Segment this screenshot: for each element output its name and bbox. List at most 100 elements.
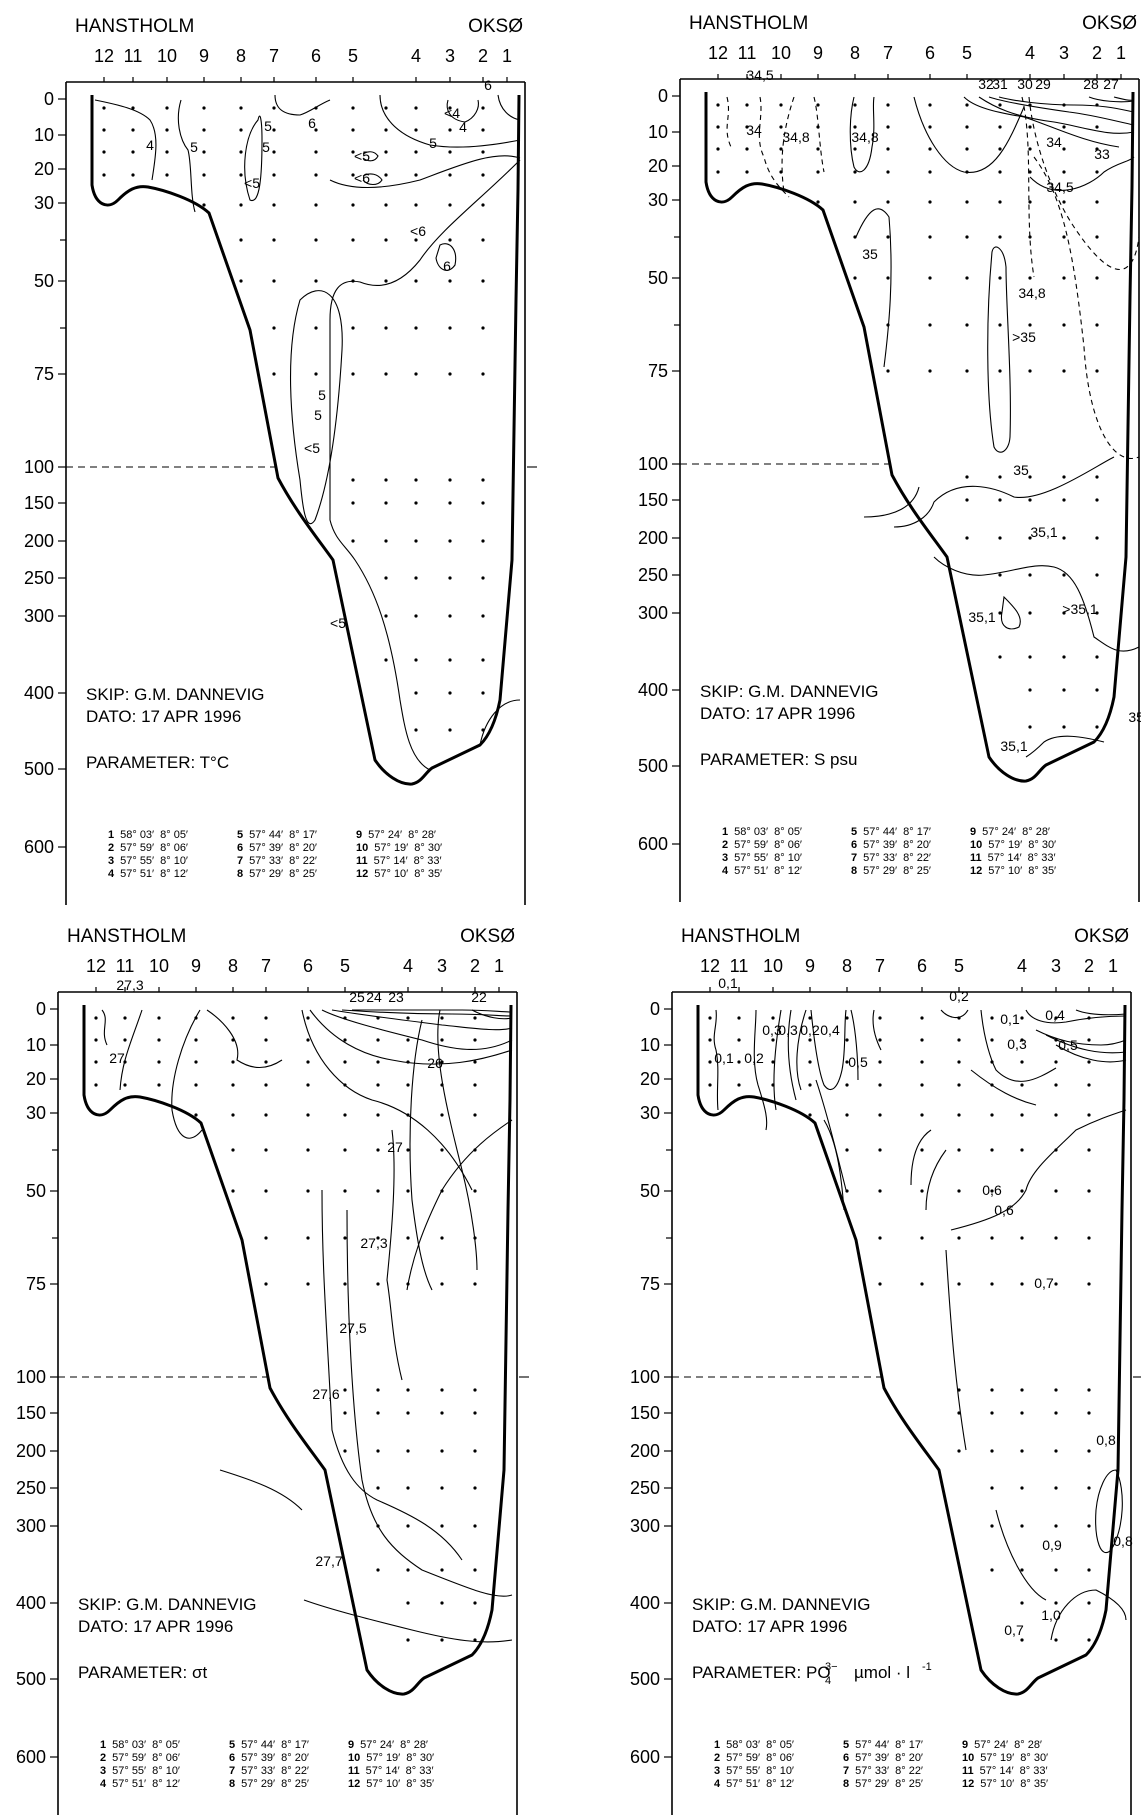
station-label: 5 — [962, 43, 972, 63]
west-end-label: HANSTHOLM — [67, 926, 186, 947]
station-number: 1 — [100, 1739, 106, 1751]
station-longitude: 8° 33′ — [1028, 852, 1056, 864]
sample-dot — [440, 1486, 444, 1490]
station-position-entry: 7 57° 33′ 8° 22′ — [843, 1765, 923, 1777]
station-longitude: 8° 05′ — [152, 1739, 180, 1751]
station-longitude: 8° 30′ — [406, 1752, 434, 1764]
isoline — [1088, 96, 1135, 103]
sample-dot — [957, 1189, 961, 1193]
sample-dot — [473, 1282, 477, 1286]
sample-dot — [406, 1449, 410, 1453]
contour-value-label: 30 — [1017, 76, 1033, 92]
sample-dot — [1020, 1038, 1024, 1042]
sample-dot — [965, 125, 969, 129]
sample-dot — [1095, 323, 1099, 327]
station-longitude: 8° 30′ — [1020, 1752, 1048, 1764]
sample-dot — [845, 1060, 849, 1064]
station-number: 2 — [100, 1752, 106, 1764]
isoline — [437, 1009, 478, 1271]
sample-dot — [886, 276, 890, 280]
sample-dot — [448, 691, 452, 695]
isoline — [409, 1019, 433, 1291]
isoline — [1028, 96, 1140, 271]
contour-value-label: 34 — [1046, 134, 1062, 150]
sample-dot — [928, 200, 932, 204]
station-position-entry: 2 57° 59′ 8° 06′ — [100, 1752, 180, 1764]
depth-label: 150 — [630, 1403, 660, 1423]
sample-dot — [272, 150, 276, 154]
sample-dot — [239, 279, 243, 283]
contour-value-label: 6 — [484, 77, 492, 93]
station-number: 11 — [356, 855, 368, 867]
sample-dot — [406, 1388, 410, 1392]
sample-dot — [845, 1113, 849, 1117]
sample-dot — [272, 106, 276, 110]
sample-dot — [708, 1060, 712, 1064]
sample-dot — [414, 106, 418, 110]
sample-dot — [1054, 1388, 1058, 1392]
sample-dot — [1020, 1601, 1024, 1605]
station-longitude: 8° 06′ — [160, 842, 188, 854]
sample-dot — [306, 1038, 310, 1042]
sample-dot — [808, 1060, 812, 1064]
station-number: 7 — [237, 855, 243, 867]
sample-dot — [102, 150, 106, 154]
sample-dot — [314, 326, 318, 330]
sample-dot — [384, 106, 388, 110]
station-number: 2 — [714, 1752, 720, 1764]
station-longitude: 8° 22′ — [289, 855, 317, 867]
sample-dot — [414, 238, 418, 242]
station-longitude: 8° 33′ — [414, 855, 442, 867]
sample-dot — [920, 1113, 924, 1117]
station-longitude: 8° 28′ — [1022, 826, 1050, 838]
station-latitude: 57° 44′ — [241, 1739, 275, 1751]
contour-value-label: 0,4 — [820, 1022, 840, 1038]
sample-dot — [1054, 1282, 1058, 1286]
station-number: 9 — [962, 1739, 968, 1751]
sample-dot — [384, 658, 388, 662]
sample-dot — [878, 1189, 882, 1193]
station-latitude: 57° 29′ — [855, 1778, 889, 1790]
sample-dot — [165, 173, 169, 177]
sample-dot — [473, 1449, 477, 1453]
station-latitude: 57° 44′ — [249, 829, 283, 841]
station-position-entry: 1 58° 03′ 8° 05′ — [722, 826, 802, 838]
sample-dot — [481, 478, 485, 482]
sample-dot — [1087, 1486, 1091, 1490]
sample-dot — [886, 369, 890, 373]
sample-dot — [406, 1486, 410, 1490]
sample-dot — [1095, 688, 1099, 692]
station-position-entry: 3 57° 55′ 8° 10′ — [108, 855, 188, 867]
station-latitude: 57° 14′ — [366, 1765, 400, 1777]
contour-value-label: 1,0 — [1041, 1607, 1061, 1623]
sample-dot — [1054, 1486, 1058, 1490]
station-latitude: 57° 59′ — [726, 1752, 760, 1764]
station-longitude: 8° 06′ — [774, 839, 802, 851]
sample-dot — [1028, 369, 1032, 373]
station-longitude: 8° 25′ — [903, 865, 931, 877]
sampling-points — [102, 106, 485, 732]
contour-value-label: 4 — [459, 119, 467, 135]
depth-label: 300 — [630, 1516, 660, 1536]
sample-dot — [957, 1449, 961, 1453]
seabed-profile — [90, 94, 521, 786]
station-position-entry: 7 57° 33′ 8° 22′ — [229, 1765, 309, 1777]
sample-dot — [998, 475, 1002, 479]
sample-dot — [878, 1060, 882, 1064]
isoline — [321, 1009, 513, 1050]
depth-label: 75 — [26, 1274, 46, 1294]
sample-dot — [716, 103, 720, 107]
station-position-entry: 12 57° 10′ 8° 35′ — [348, 1778, 434, 1790]
sample-dot — [808, 1016, 812, 1020]
sample-dot — [440, 1148, 444, 1152]
sample-dot — [1054, 1601, 1058, 1605]
contour-value-label: 35,1 — [1030, 524, 1057, 540]
sample-dot — [351, 238, 355, 242]
station-position-entry: 7 57° 33′ 8° 22′ — [851, 852, 931, 864]
sample-dot — [1062, 276, 1066, 280]
sample-dot — [202, 128, 206, 132]
parameter-label: PARAMETER: PO — [692, 1663, 831, 1682]
sample-dot — [202, 106, 206, 110]
sample-dot — [708, 1016, 712, 1020]
sample-dot — [1087, 1148, 1091, 1152]
